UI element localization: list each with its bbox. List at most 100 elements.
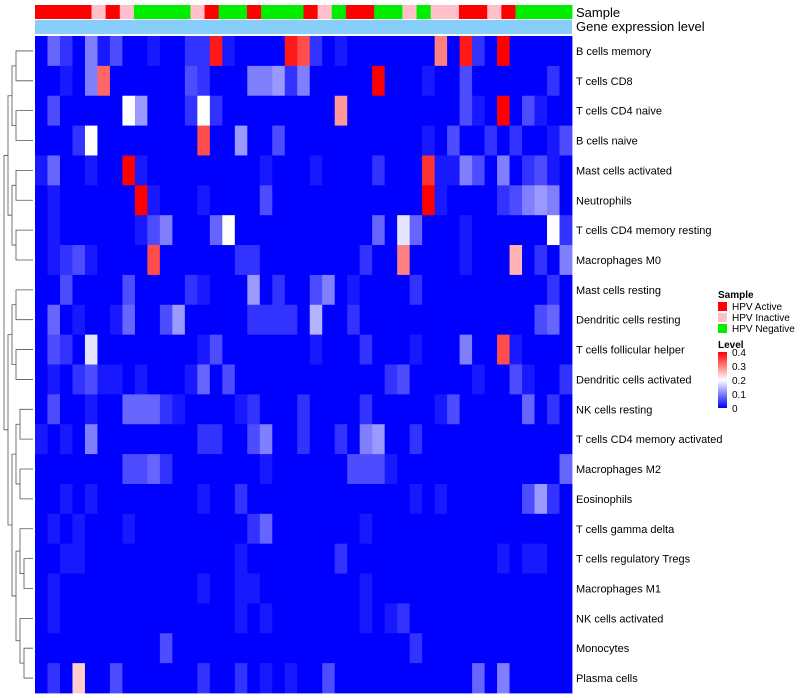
heatmap-cell [284,334,298,365]
heatmap-cell [547,364,560,395]
sample-annotation-cell [458,5,474,19]
dendrogram-branch [15,423,20,485]
heatmap-cell [447,334,461,365]
heatmap-cell [172,304,186,336]
heatmap-cell [509,36,523,67]
heatmap-cell [134,65,148,97]
heatmap-cell [497,245,510,276]
heatmap-cell [497,274,510,306]
heatmap-cell [522,603,535,634]
heatmap-cell [47,424,61,455]
heatmap-cell [422,185,436,216]
heatmap-cell [97,155,111,186]
heatmap-cell [347,125,361,156]
heatmap-cell [547,125,560,156]
heatmap-cell [547,215,560,246]
dendrogram-branch [15,169,33,201]
sample-annotation-cell [91,5,107,19]
heatmap-cell [35,65,48,97]
heatmap-cell [372,245,386,276]
heatmap-cell [409,65,423,97]
row-label: B cells naive [576,136,638,148]
heatmap-cell [484,155,498,186]
heatmap-cell [122,454,136,485]
heatmap-cell [459,573,473,604]
heatmap-cell [447,215,461,246]
heatmap-cell [547,304,560,336]
heatmap-cell [84,603,98,634]
heatmap-cells [35,36,573,694]
heatmap-cell [72,454,86,485]
heatmap-cell [222,364,236,395]
heatmap-cell [322,603,336,634]
heatmap-cell [422,304,436,336]
heatmap-cell [447,95,461,126]
heatmap-cell [322,483,336,515]
heatmap-cell [84,364,98,395]
heatmap-cell [472,483,485,515]
heatmap-cell [547,95,560,126]
heatmap-cell [359,245,373,276]
heatmap-cell [134,663,148,694]
heatmap-cell [334,573,348,604]
heatmap-cell [197,663,211,694]
heatmap-cell [59,36,73,67]
heatmap-cell [184,603,198,634]
heatmap-cell [509,274,523,306]
heatmap-cell [122,394,136,425]
heatmap-cell [334,663,348,694]
heatmap-cell [122,245,136,276]
heatmap-cell [547,155,560,186]
sample-annotation-cell [148,5,163,19]
heatmap-cell [122,125,136,156]
heatmap-cell [372,543,386,574]
heatmap-cell [297,155,311,186]
heatmap-cell [84,125,98,156]
heatmap-cell [35,185,48,216]
heatmap-cell [184,543,198,574]
heatmap-cell [384,155,398,186]
heatmap-cell [234,633,248,664]
heatmap-cell [372,663,386,694]
heatmap-cell [184,274,198,306]
heatmap-cell [322,155,336,186]
heatmap-cell [559,483,573,515]
heatmap-cell [522,543,535,574]
heatmap-cell [322,663,336,694]
heatmap-cell [559,274,573,306]
heatmap-cell [222,185,236,216]
heatmap-cell [247,543,261,574]
dendrogram-branch [11,453,16,597]
heatmap-cell [109,573,123,604]
heatmap-cell [497,394,510,425]
heatmap-cell [372,573,386,604]
heatmap-cell [422,424,436,455]
heatmap-cell [409,633,423,664]
dendrogram-branch [3,155,8,431]
heatmap-cell [35,334,48,365]
heatmap-cell [59,215,73,246]
heatmap-cell [347,573,361,604]
heatmap-cell [497,663,510,694]
heatmap-cell [359,155,373,186]
heatmap-cell [297,394,311,425]
heatmap-cell [134,424,148,455]
heatmap-cell [447,274,461,306]
heatmap-cell [297,215,311,246]
heatmap-cell [497,454,510,485]
heatmap-cell [134,36,148,67]
heatmap-cell [434,454,448,485]
heatmap-cell [134,633,148,664]
heatmap-cell [59,125,73,156]
heatmap-cell [59,483,73,515]
heatmap-cell [534,573,548,604]
heatmap-cell [322,334,336,365]
heatmap-cell [334,364,348,395]
heatmap-cell [209,304,223,336]
heatmap-cell [397,364,411,395]
heatmap-cell [35,543,48,574]
heatmap-cell [284,483,298,515]
heatmap-cell [397,95,411,126]
heatmap-cell [247,483,261,515]
heatmap-cell [122,573,136,604]
